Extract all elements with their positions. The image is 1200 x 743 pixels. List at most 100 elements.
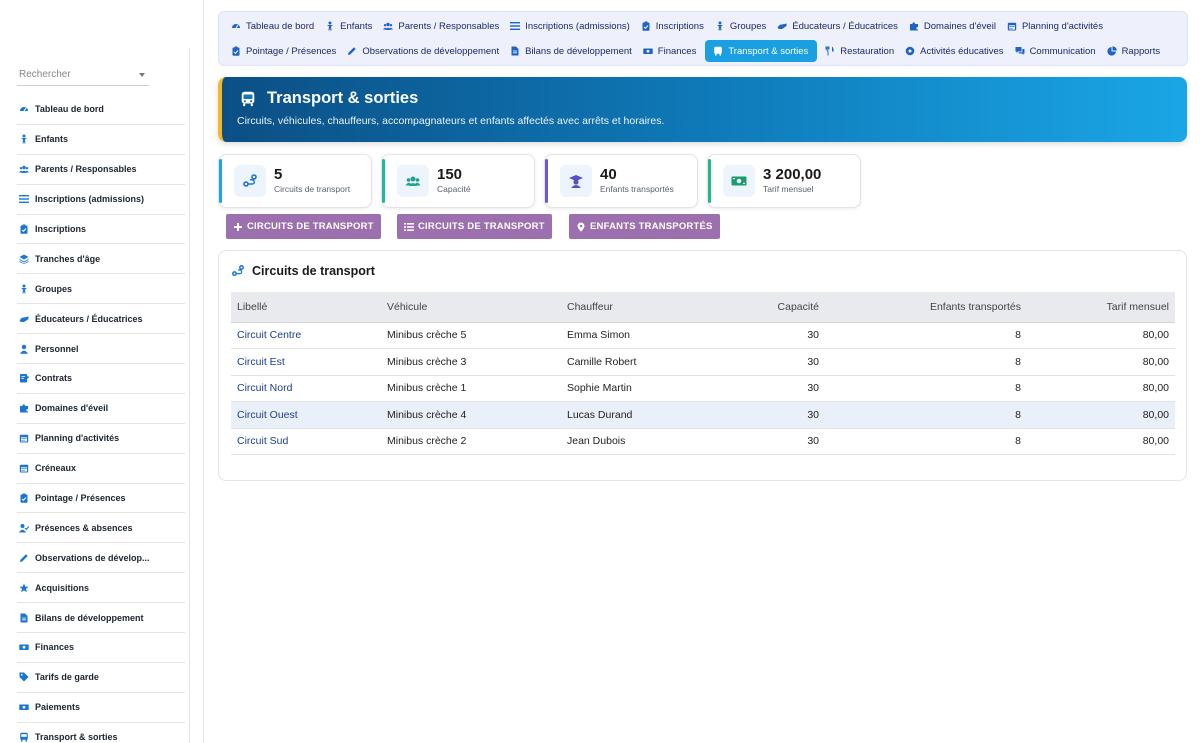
sidebar-item-paiements[interactable]: Paiements	[17, 693, 185, 723]
sidebar-item-pointage-presences[interactable]: Pointage / Présences	[17, 484, 185, 514]
sidebar-item-inscriptions-admissions[interactable]: Inscriptions (admissions)	[17, 185, 185, 215]
tab-parents-responsables[interactable]: Parents / Responsables	[381, 15, 508, 37]
calendar-icon	[19, 433, 29, 443]
tab-educateurs-educatrices[interactable]: Éducateurs / Éducatrices	[775, 15, 907, 37]
circuit-link[interactable]: Circuit Centre	[231, 322, 381, 349]
search-placeholder: Rechercher	[19, 69, 71, 80]
column-header[interactable]: Tarif mensuel	[1027, 292, 1175, 323]
calendar-icon	[19, 463, 29, 473]
tab-activites-educatives[interactable]: Activités éducatives	[903, 40, 1012, 62]
button-label: ENFANTS TRANSPORTÉS	[590, 221, 713, 232]
sidebar-item-domaines-d-eveil[interactable]: Domaines d'éveil	[17, 394, 185, 424]
tab-pointage-presences[interactable]: Pointage / Présences	[229, 40, 345, 62]
add-circuit-button[interactable]: CIRCUITS DE TRANSPORT	[226, 214, 381, 239]
tab-groupes[interactable]: Groupes	[713, 15, 775, 37]
top-navigation: Tableau de bord Enfants Parents / Responsa…	[218, 11, 1188, 66]
button-label: CIRCUITS DE TRANSPORT	[418, 221, 545, 232]
sidebar-item-label: Parents / Responsables	[35, 164, 137, 175]
card-accent	[545, 159, 548, 203]
tab-inscriptions-admissions[interactable]: Inscriptions (admissions)	[508, 15, 639, 37]
transported-children-button[interactable]: ENFANTS TRANSPORTÉS	[569, 214, 720, 239]
sidebar-item-bilans-de-developpement[interactable]: Bilans de développement	[17, 603, 185, 634]
sidebar-item-label: Personnel	[35, 343, 79, 354]
bus-icon	[713, 46, 723, 56]
sidebar-item-observations-de-develop[interactable]: Observations de dévelop...	[17, 543, 185, 574]
sidebar-item-enfants[interactable]: Enfants	[17, 125, 185, 155]
top-nav-row-1: Tableau de bord Enfants Parents / Responsa…	[229, 15, 1112, 37]
tab-domaines-d-eveil[interactable]: Domaines d'éveil	[907, 15, 1005, 37]
table-cell: 8	[825, 401, 1027, 429]
table-row[interactable]: Circuit Sud Minibus crèche 2 Jean Dubois 30…	[231, 428, 1175, 455]
table-cell: Minibus crèche 5	[381, 322, 561, 349]
tab-communication[interactable]: Communication	[1013, 40, 1105, 62]
tab-tableau-de-bord[interactable]: Tableau de bord	[229, 15, 323, 37]
table-cell: 30	[711, 348, 825, 376]
users-icon	[383, 21, 394, 31]
sidebar-item-label: Éducateurs / Éducatrices	[35, 313, 143, 324]
sidebar-item-transport-sorties[interactable]: Transport & sorties	[17, 723, 185, 743]
table-cell: Camille Robert	[561, 348, 711, 376]
sidebar	[0, 48, 190, 743]
circuit-link[interactable]: Circuit Ouest	[231, 401, 381, 429]
tab-planning-d-activites[interactable]: Planning d'activités	[1005, 15, 1112, 37]
graduate-icon	[560, 165, 592, 197]
table-cell: Minibus crèche 1	[381, 375, 561, 402]
sidebar-menu: Tableau de bord Enfants Parents / Responsa…	[17, 95, 185, 743]
tab-finances[interactable]: Finances	[641, 40, 706, 62]
sidebar-item-contrats[interactable]: Contrats	[17, 364, 185, 394]
table-row[interactable]: Circuit Ouest Minibus crèche 4 Lucas Duran…	[231, 401, 1175, 429]
sidebar-item-tranches-d-age[interactable]: Tranches d'âge	[17, 244, 185, 275]
tab-restauration[interactable]: Restauration	[823, 40, 903, 62]
circuit-link[interactable]: Circuit Sud	[231, 428, 381, 455]
circuit-link[interactable]: Circuit Nord	[231, 375, 381, 402]
sidebar-item-inscriptions[interactable]: Inscriptions	[17, 215, 185, 245]
clipboard-icon	[641, 21, 651, 31]
tab-bilans-de-developpement[interactable]: Bilans de développement	[508, 40, 641, 62]
stat-label: Enfants transportés	[600, 184, 674, 194]
column-header[interactable]: Enfants transportés	[825, 292, 1027, 323]
card-accent	[382, 159, 385, 203]
table-cell: 30	[711, 428, 825, 455]
clipboard-icon	[19, 493, 29, 503]
sidebar-item-personnel[interactable]: Personnel	[17, 334, 185, 365]
user-check-icon	[19, 523, 29, 533]
sidebar-item-tarifs-de-garde[interactable]: Tarifs de garde	[17, 663, 185, 693]
table-row[interactable]: Circuit Nord Minibus crèche 1 Sophie Marti…	[231, 375, 1175, 402]
table-row[interactable]: Circuit Est Minibus crèche 3 Camille Rober…	[231, 348, 1175, 376]
tab-label: Inscriptions (admissions)	[525, 20, 630, 32]
sidebar-item-label: Créneaux	[35, 463, 77, 474]
sidebar-search-select[interactable]: Rechercher	[17, 66, 149, 86]
top-nav-row-2: Pointage / Présences Observations de déve…	[229, 40, 1169, 62]
column-header[interactable]: Libellé	[231, 292, 381, 323]
sidebar-item-parents-responsables[interactable]: Parents / Responsables	[17, 155, 185, 185]
tab-transport-sorties[interactable]: Transport & sorties	[705, 40, 818, 62]
column-header[interactable]: Véhicule	[381, 292, 561, 323]
sidebar-item-acquisitions[interactable]: Acquisitions	[17, 573, 185, 604]
caret-down-icon[interactable]	[139, 73, 145, 77]
stat-value: 150	[437, 166, 463, 183]
sidebar-item-creneaux[interactable]: Créneaux	[17, 454, 185, 484]
file-icon	[510, 46, 520, 56]
tab-observations-de-developpement[interactable]: Observations de développement	[345, 40, 508, 62]
sidebar-item-label: Contrats	[35, 373, 73, 384]
column-header[interactable]: Chauffeur	[561, 292, 711, 323]
sidebar-item-label: Présences & absences	[35, 522, 133, 533]
tab-inscriptions[interactable]: Inscriptions	[639, 15, 713, 37]
column-header[interactable]: Capacité	[711, 292, 825, 323]
circuit-link[interactable]: Circuit Est	[231, 348, 381, 376]
clipboard-icon	[231, 46, 241, 56]
tab-enfants[interactable]: Enfants	[323, 15, 381, 37]
sidebar-item-finances[interactable]: Finances	[17, 633, 185, 663]
list-circuits-button[interactable]: CIRCUITS DE TRANSPORT	[397, 214, 552, 239]
sidebar-item-groupes[interactable]: Groupes	[17, 274, 185, 305]
sidebar-item-tableau-de-bord[interactable]: Tableau de bord	[17, 95, 185, 125]
list-icon	[19, 194, 29, 204]
sidebar-item-label: Bilans de développement	[35, 612, 144, 623]
stat-label: Tarif mensuel	[763, 184, 814, 194]
table-row[interactable]: Circuit Centre Minibus crèche 5 Emma Simon…	[231, 322, 1175, 349]
sidebar-item-planning-d-activites[interactable]: Planning d'activités	[17, 424, 185, 454]
child-group-icon	[715, 21, 725, 31]
sidebar-item-educateurs-educatrices[interactable]: Éducateurs / Éducatrices	[17, 304, 185, 335]
sidebar-item-presences-absences[interactable]: Présences & absences	[17, 513, 185, 544]
tab-rapports[interactable]: Rapports	[1105, 40, 1170, 62]
